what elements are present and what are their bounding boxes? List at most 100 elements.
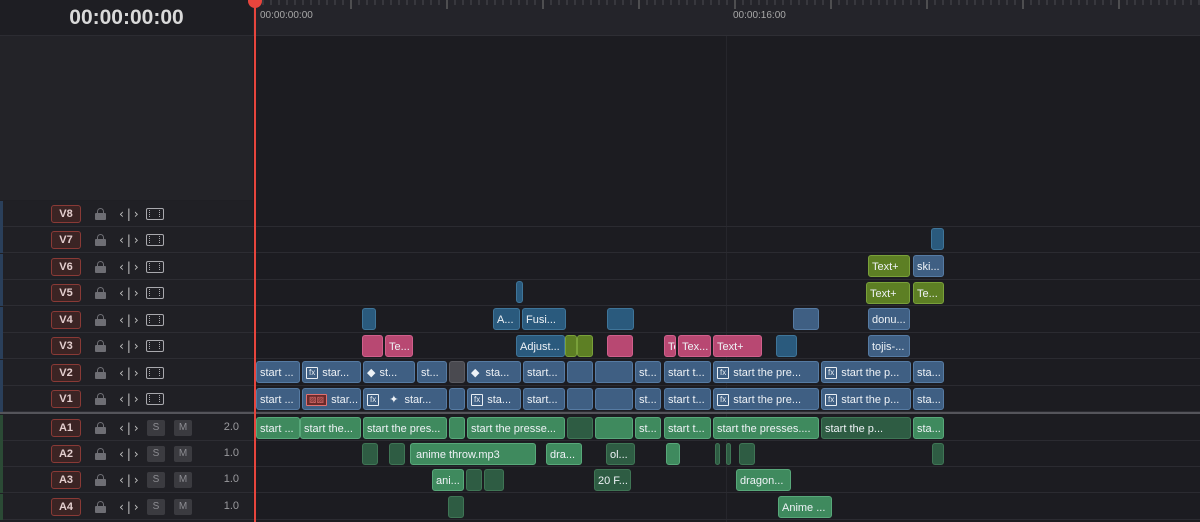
clip[interactable]: st... [635,388,661,410]
auto-select-icon[interactable]: ‹|› [118,447,140,461]
lock-icon[interactable] [95,234,106,246]
clip[interactable]: Text+ [713,335,762,357]
track-id-v6[interactable]: V6 [51,258,81,276]
solo-button[interactable]: S [147,446,165,462]
clip[interactable]: fx start the pre... [713,361,819,383]
clip[interactable] [607,308,634,330]
clip[interactable]: ◆ st... [363,361,415,383]
clip[interactable]: st... [635,417,661,439]
clip[interactable]: fx start the pre... [713,388,819,410]
clip[interactable]: start the presse... [467,417,565,439]
lock-icon[interactable] [95,261,106,273]
lock-icon[interactable] [95,287,106,299]
track-lane-a1[interactable] [253,415,1200,441]
clip[interactable] [577,335,593,357]
clip[interactable] [362,308,376,330]
clip[interactable]: fx start the p... [821,361,911,383]
auto-select-icon[interactable]: ‹|› [118,207,140,221]
track-lane-v7[interactable] [253,227,1200,253]
clip[interactable]: dragon... [736,469,791,491]
clip[interactable]: start t... [664,361,711,383]
auto-select-icon[interactable]: ‹|› [118,421,140,435]
lock-icon[interactable] [95,474,106,486]
clip[interactable]: Text+ [868,255,910,277]
clip[interactable] [516,281,523,303]
track-id-v8[interactable]: V8 [51,205,81,223]
film-icon[interactable] [146,208,164,220]
mute-button[interactable]: M [174,420,192,436]
clip[interactable]: tojis-... [868,335,910,357]
lock-icon[interactable] [95,393,106,405]
clip[interactable] [607,335,633,357]
track-lane-a3[interactable] [253,467,1200,493]
clip[interactable]: sta... [913,417,944,439]
clip[interactable] [449,361,465,383]
track-id-v1[interactable]: V1 [51,390,81,408]
timecode-display[interactable]: 00:00:00:00 [0,0,253,36]
clip[interactable] [449,388,465,410]
clip[interactable] [715,443,720,465]
track-id-v5[interactable]: V5 [51,284,81,302]
clip[interactable]: ski... [913,255,944,277]
solo-button[interactable]: S [147,420,165,436]
clip[interactable] [362,335,383,357]
lock-icon[interactable] [95,448,106,460]
clip[interactable]: Tex... [678,335,711,357]
clip[interactable]: start... [523,388,565,410]
clip[interactable] [595,417,633,439]
clip[interactable]: Anime ... [778,496,832,518]
clip[interactable] [726,443,731,465]
track-lane-v6[interactable] [253,254,1200,280]
clip[interactable]: start ... [256,417,300,439]
clip[interactable]: ▨▨ star... [302,388,361,410]
clip[interactable] [567,361,593,383]
clip[interactable]: st... [635,361,661,383]
playhead[interactable] [254,0,256,522]
solo-button[interactable]: S [147,499,165,515]
playhead-handle[interactable] [248,0,262,8]
clip[interactable]: start ... [256,388,300,410]
clip[interactable]: Fusi... [522,308,566,330]
clip[interactable] [567,417,593,439]
auto-select-icon[interactable]: ‹|› [118,392,140,406]
clip[interactable]: Te... [385,335,413,357]
lock-icon[interactable] [95,422,106,434]
clip[interactable]: fx ✦ star... [363,388,447,410]
clip[interactable] [484,469,504,491]
clip[interactable]: start t... [664,417,711,439]
clip[interactable]: donu... [868,308,910,330]
auto-select-icon[interactable]: ‹|› [118,313,140,327]
lock-icon[interactable] [95,501,106,513]
track-id-v7[interactable]: V7 [51,231,81,249]
clip[interactable] [565,335,577,357]
clip[interactable] [567,388,593,410]
clip[interactable]: ani... [432,469,464,491]
auto-select-icon[interactable]: ‹|› [118,339,140,353]
clip[interactable]: Te... [913,282,944,304]
track-lane-a4[interactable] [253,494,1200,520]
clip[interactable]: ◆ sta... [467,361,521,383]
track-lane-v2[interactable] [253,360,1200,386]
track-lane-v4[interactable] [253,307,1200,333]
track-id-a2[interactable]: A2 [51,445,81,463]
clip[interactable] [931,228,944,250]
clip[interactable] [666,443,680,465]
clip[interactable]: fx start the p... [821,388,911,410]
auto-select-icon[interactable]: ‹|› [118,260,140,274]
clip[interactable]: 20 F... [594,469,631,491]
clip[interactable] [595,388,633,410]
clip[interactable] [932,443,944,465]
clip[interactable]: start... [523,361,565,383]
clip[interactable]: start the... [300,417,361,439]
clip[interactable] [466,469,482,491]
mute-button[interactable]: M [174,446,192,462]
clip[interactable] [362,443,378,465]
clip[interactable] [595,361,633,383]
track-lane-v5[interactable] [253,280,1200,306]
track-id-v3[interactable]: V3 [51,337,81,355]
clip[interactable]: start the p... [821,417,911,439]
track-lane-v3[interactable] [253,333,1200,359]
clip[interactable]: ol... [606,443,635,465]
clip[interactable]: start ... [256,361,300,383]
auto-select-icon[interactable]: ‹|› [118,286,140,300]
